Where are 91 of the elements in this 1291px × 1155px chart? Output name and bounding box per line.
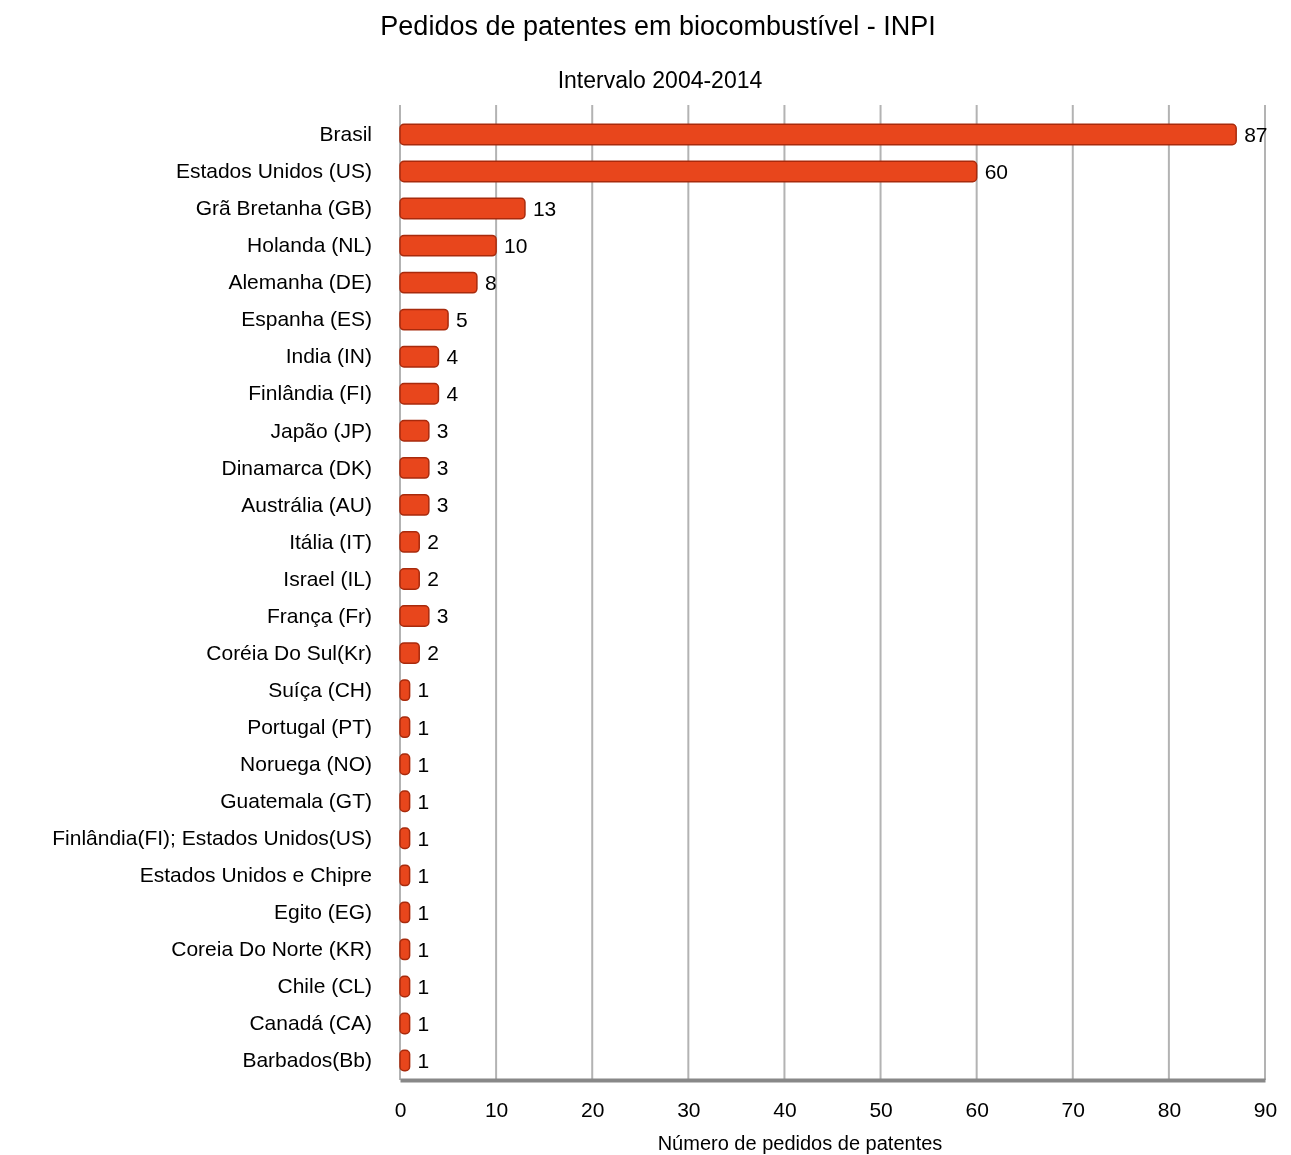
bar [399, 456, 430, 479]
data-label: 2 [427, 567, 439, 591]
data-label: 1 [417, 863, 430, 887]
x-tick-label: 70 [1061, 1097, 1085, 1121]
bar [399, 605, 430, 627]
bar [399, 197, 526, 220]
bar [399, 234, 497, 257]
y-tick-label: Alemanha (DE) [228, 270, 372, 294]
bar [399, 679, 411, 702]
data-label: 5 [456, 308, 468, 332]
bar [399, 568, 420, 590]
data-label: 1 [417, 1011, 430, 1035]
bar [399, 1012, 411, 1035]
y-tick-label: Austrália (AU) [241, 492, 372, 516]
x-tick-label: 90 [1253, 1097, 1278, 1121]
bar [399, 345, 440, 368]
bar [399, 753, 411, 776]
data-label: 1 [417, 826, 430, 850]
y-tick-label: Coréia Do Sul(Kr) [206, 640, 372, 664]
data-label: 13 [532, 196, 557, 220]
x-tick-label: 30 [677, 1097, 701, 1121]
bar [399, 716, 411, 739]
data-label: 3 [436, 493, 449, 517]
data-label: 1 [417, 678, 430, 702]
y-tick-label: Brasil [319, 122, 372, 146]
y-tick-label: Finlândia(FI); Estados Unidos(US) [52, 826, 372, 850]
chart-subtitle: Intervalo 2004-2014 [557, 67, 763, 93]
chart-title: Pedidos de patentes em biocombustível - INPI [380, 11, 936, 41]
bar [399, 901, 411, 924]
data-label: 4 [446, 345, 459, 369]
bar [399, 1049, 411, 1072]
y-tick-label: Noruega (NO) [240, 751, 372, 775]
bar [399, 642, 420, 664]
bar [399, 382, 440, 405]
x-tick-label: 20 [581, 1097, 605, 1121]
y-tick-label: India (IN) [285, 344, 372, 368]
data-label: 1 [417, 974, 430, 998]
data-label: 3 [436, 456, 449, 480]
x-tick-label: 40 [773, 1097, 797, 1121]
data-label: 3 [436, 419, 449, 443]
y-tick-label: Coreia Do Norte (KR) [171, 937, 372, 961]
y-tick-label: Finlândia (FI) [248, 381, 372, 405]
y-tick-label: Itália (IT) [289, 529, 372, 553]
bar [399, 864, 411, 887]
data-label: 1 [417, 752, 430, 776]
data-label: 60 [984, 159, 1009, 183]
data-label: 1 [417, 1048, 430, 1072]
data-label: 1 [417, 900, 430, 924]
bar [399, 271, 478, 294]
bar [399, 938, 411, 961]
y-tick-label: Egito (EG) [273, 900, 372, 924]
bar [399, 790, 411, 813]
y-tick-label: Israel (IL) [283, 566, 372, 590]
data-label: 10 [504, 233, 528, 257]
y-tick-label: Guatemala (GT) [220, 788, 372, 812]
x-tick-label: 10 [484, 1097, 509, 1121]
y-tick-label: Estados Unidos (US) [175, 159, 372, 183]
data-label: 1 [417, 789, 430, 813]
bar [399, 160, 978, 183]
y-tick-label: França (Fr) [267, 603, 372, 627]
data-label: 8 [484, 270, 497, 294]
y-tick-label: Holanda (NL) [247, 233, 372, 257]
bar [399, 827, 411, 850]
data-label: 87 [1244, 122, 1268, 146]
y-tick-label: Barbados(Bb) [242, 1048, 372, 1072]
y-tick-label: Grã Bretanha (GB) [195, 196, 372, 220]
data-label: 2 [427, 641, 439, 665]
x-tick-label: 60 [965, 1097, 989, 1121]
y-tick-label: Portugal (PT) [247, 714, 372, 738]
y-tick-label: Estados Unidos e Chipre [139, 863, 372, 887]
data-label: 1 [417, 715, 430, 739]
y-tick-label: Canadá (CA) [249, 1011, 372, 1035]
y-tick-label: Japão (JP) [270, 418, 372, 442]
x-tick-label: 0 [394, 1097, 407, 1121]
y-tick-label: Espanha (ES) [241, 307, 372, 331]
bar [399, 531, 420, 553]
y-tick-label: Suíça (CH) [268, 677, 372, 701]
data-label: 3 [436, 604, 449, 628]
bar [399, 308, 449, 331]
x-axis-title: Número de pedidos de patentes [657, 1132, 943, 1154]
x-tick-label: 80 [1157, 1097, 1182, 1121]
x-tick-label: 50 [869, 1097, 893, 1121]
data-label: 4 [446, 382, 459, 406]
y-tick-label: Chile (CL) [277, 974, 372, 998]
bar [399, 123, 1237, 146]
bar [399, 493, 430, 516]
y-tick-label: Dinamarca (DK) [221, 455, 372, 479]
bar [399, 419, 430, 442]
data-label: 1 [417, 937, 430, 961]
bar [399, 975, 411, 998]
data-label: 2 [427, 530, 439, 554]
